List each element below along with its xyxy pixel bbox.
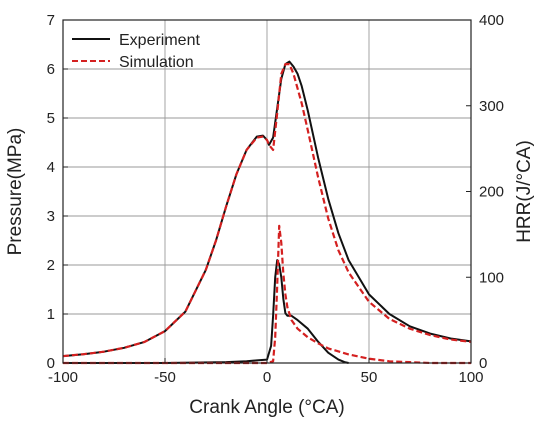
y-right-tick-label: 200 <box>479 184 504 201</box>
y-right-tick-label: 0 <box>479 355 487 372</box>
series-line-simulation-right <box>63 224 471 365</box>
x-tick-label: 0 <box>263 369 271 386</box>
series-line-simulation-left <box>62 62 472 358</box>
y-right-tick-label: 100 <box>479 269 504 286</box>
x-tick-label: -100 <box>48 369 78 386</box>
y-right-tick-label: 400 <box>479 12 504 29</box>
y-left-tick-label: 6 <box>47 61 55 78</box>
y-left-tick-label: 3 <box>47 208 55 225</box>
y-axis-right-title: HRR(J/°CA) <box>514 140 535 243</box>
x-tick-label: -50 <box>154 369 176 386</box>
legend-label-simulation: Simulation <box>119 54 194 71</box>
y-left-tick-label: 0 <box>47 355 55 372</box>
x-tick-label: 100 <box>458 369 483 386</box>
series-line-experiment-right <box>63 259 349 364</box>
y-left-tick-label: 7 <box>47 12 55 29</box>
y-left-tick-label: 2 <box>47 257 55 274</box>
y-left-tick-label: 5 <box>47 110 55 127</box>
x-axis-title: Crank Angle (°CA) <box>189 397 344 418</box>
x-tick-label: 50 <box>361 369 378 386</box>
y-left-tick-label: 4 <box>47 159 55 176</box>
grid-lines <box>63 20 471 363</box>
y-axis-left-title: Pressure(MPa) <box>5 128 26 256</box>
y-right-tick-label: 300 <box>479 98 504 115</box>
series-lines <box>62 60 472 365</box>
y-left-tick-label: 1 <box>47 306 55 323</box>
legend: Experiment Simulation <box>72 32 200 71</box>
legend-label-experiment: Experiment <box>119 32 200 49</box>
